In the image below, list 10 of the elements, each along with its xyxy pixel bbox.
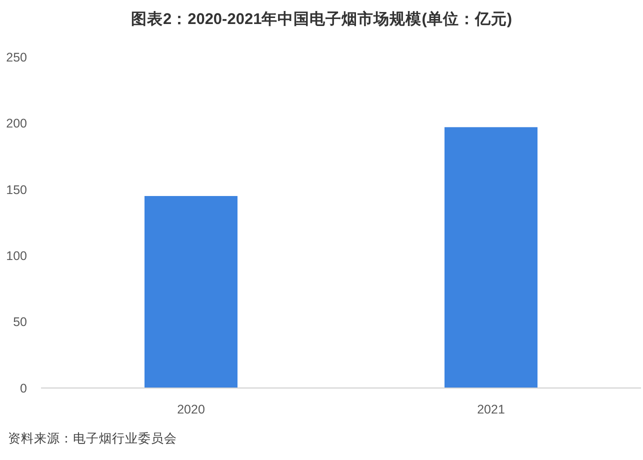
x-tick-label: 2021 [477, 402, 505, 416]
y-tick-label: 150 [6, 182, 28, 197]
y-tick-label: 250 [6, 50, 28, 64]
text: 资料来源：电子烟行业委员会 [8, 431, 177, 446]
chart-title: 图表2：2020-2021年中国电子烟市场规模(单位：亿元) [130, 10, 512, 28]
y-tick-label: 100 [6, 248, 28, 263]
y-tick-label: 50 [13, 315, 28, 330]
x-tick-label: 2020 [177, 402, 205, 416]
y-tick-label: 200 [6, 116, 28, 131]
y-tick-label: 0 [20, 381, 28, 396]
